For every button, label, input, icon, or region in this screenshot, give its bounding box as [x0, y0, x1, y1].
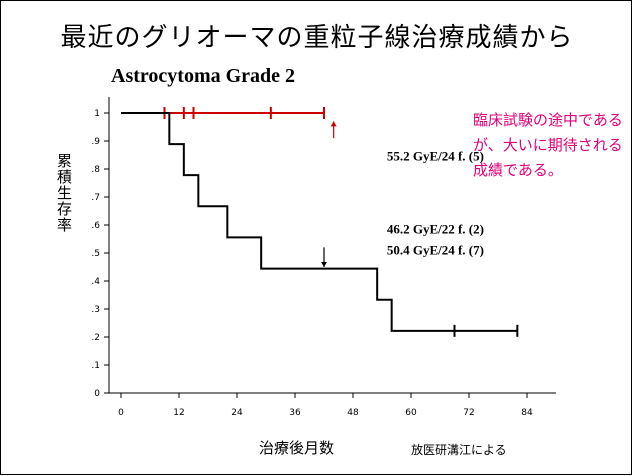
x-tick-label: 72 [463, 408, 474, 418]
annotation-arrowhead [330, 121, 337, 127]
y-tick-label: .8 [91, 165, 100, 175]
y-tick-label: .3 [91, 305, 100, 315]
x-tick-label: 24 [231, 408, 243, 418]
dose-annotation: 46.2 GyE/22 f. (2) [387, 221, 484, 236]
y-tick-label: .9 [91, 137, 100, 147]
y-tick-label: .7 [91, 193, 100, 203]
dose-annotation: 50.4 GyE/24 f. (7) [387, 242, 484, 257]
y-tick-label: .4 [91, 277, 100, 287]
x-tick-label: 84 [521, 408, 533, 418]
source-credit: 放医研溝江による [411, 443, 507, 457]
series-line-black [121, 112, 518, 332]
y-tick-label: .1 [91, 361, 100, 371]
chart-title: Astrocytoma Grade 2 [111, 65, 296, 87]
x-tick-label: 12 [173, 408, 184, 418]
annotation-arrowhead [321, 262, 327, 267]
x-axis-label: 治療後月数 [259, 439, 335, 457]
y-axis-label: 累積生存率 [55, 153, 73, 233]
y-tick-label: .2 [91, 333, 100, 343]
y-tick-label: .5 [91, 249, 100, 259]
y-tick-label: .6 [91, 221, 100, 231]
comment-note: 臨床試験の途中であるが、大いに期待される成績である。 [473, 111, 623, 179]
dose-annotation: 55.2 GyE/24 f. (5) [387, 149, 484, 164]
x-tick-label: 48 [347, 408, 359, 418]
x-tick-label: 60 [405, 408, 417, 418]
x-tick-label: 0 [118, 408, 124, 418]
x-tick-label: 36 [289, 408, 301, 418]
y-tick-label: 1 [94, 109, 100, 119]
slide-title: 最近のグリオーマの重粒子線治療成績から [60, 23, 574, 53]
y-tick-label: 0 [94, 389, 100, 399]
